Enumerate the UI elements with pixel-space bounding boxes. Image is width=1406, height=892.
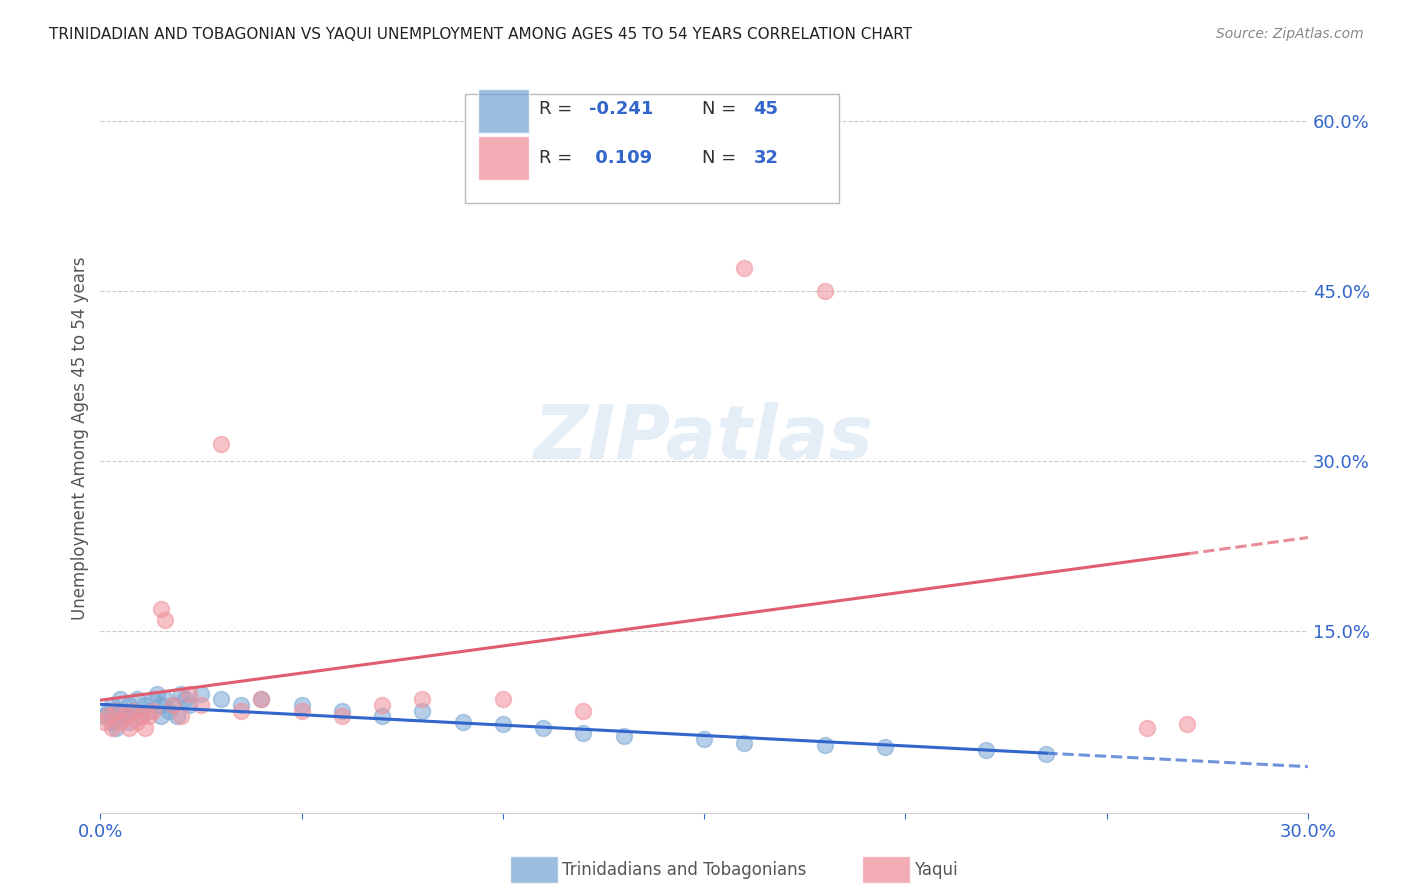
Point xyxy=(125,692,148,706)
Point xyxy=(371,709,394,723)
Point xyxy=(97,709,120,723)
Point xyxy=(209,437,232,451)
Point xyxy=(101,721,124,735)
Text: 32: 32 xyxy=(754,149,779,167)
Point xyxy=(166,709,188,723)
Point xyxy=(117,721,139,735)
Point xyxy=(173,692,195,706)
Point xyxy=(814,738,837,752)
Point xyxy=(134,721,156,735)
Point xyxy=(138,704,160,718)
Point xyxy=(162,698,184,712)
Point xyxy=(613,729,636,743)
Point xyxy=(572,704,595,718)
Text: Source: ZipAtlas.com: Source: ZipAtlas.com xyxy=(1216,27,1364,41)
Point xyxy=(129,709,152,723)
Point xyxy=(814,284,837,298)
Point xyxy=(138,709,160,723)
Point xyxy=(134,698,156,712)
Point xyxy=(330,704,353,718)
Point xyxy=(142,692,165,706)
Point xyxy=(170,687,193,701)
Text: R =: R = xyxy=(538,149,578,167)
Point xyxy=(1175,717,1198,731)
Point xyxy=(1035,747,1057,761)
Point xyxy=(330,709,353,723)
Point xyxy=(190,698,212,712)
Point xyxy=(492,692,515,706)
Text: 0.109: 0.109 xyxy=(589,149,652,167)
Point xyxy=(114,709,136,723)
Text: Yaqui: Yaqui xyxy=(914,861,957,879)
Point xyxy=(1136,721,1159,735)
Text: TRINIDADIAN AND TOBAGONIAN VS YAQUI UNEMPLOYMENT AMONG AGES 45 TO 54 YEARS CORRE: TRINIDADIAN AND TOBAGONIAN VS YAQUI UNEM… xyxy=(49,27,912,42)
Point xyxy=(157,704,180,718)
Point xyxy=(93,715,115,730)
FancyBboxPatch shape xyxy=(465,94,839,202)
Point xyxy=(492,717,515,731)
Point xyxy=(411,692,433,706)
Text: Trinidadians and Tobagonians: Trinidadians and Tobagonians xyxy=(562,861,807,879)
FancyBboxPatch shape xyxy=(478,89,529,133)
Point xyxy=(209,692,232,706)
Text: ZIPatlas: ZIPatlas xyxy=(534,402,875,475)
Point xyxy=(101,698,124,712)
Point xyxy=(110,715,132,730)
Y-axis label: Unemployment Among Ages 45 to 54 years: Unemployment Among Ages 45 to 54 years xyxy=(72,257,89,620)
Point xyxy=(733,261,755,276)
Point xyxy=(875,740,897,755)
Point xyxy=(101,715,124,730)
Point xyxy=(93,709,115,723)
Point xyxy=(411,704,433,718)
Point xyxy=(170,709,193,723)
Text: N =: N = xyxy=(702,149,742,167)
Point xyxy=(291,698,314,712)
Point xyxy=(121,704,143,718)
Point xyxy=(162,698,184,712)
Point xyxy=(110,704,132,718)
Point xyxy=(149,709,172,723)
Text: -0.241: -0.241 xyxy=(589,100,654,118)
Point xyxy=(190,687,212,701)
Point xyxy=(114,709,136,723)
Point xyxy=(451,715,474,730)
Text: R =: R = xyxy=(538,100,578,118)
Point xyxy=(117,698,139,712)
Point xyxy=(693,732,716,747)
Point xyxy=(142,704,165,718)
Point xyxy=(531,721,554,735)
Point xyxy=(572,726,595,740)
Point xyxy=(231,698,253,712)
Point xyxy=(97,704,120,718)
Text: 45: 45 xyxy=(754,100,779,118)
Point xyxy=(974,743,997,757)
Point xyxy=(129,709,152,723)
Point xyxy=(250,692,273,706)
Point xyxy=(145,687,167,701)
Point xyxy=(177,698,200,712)
Point xyxy=(153,613,176,627)
FancyBboxPatch shape xyxy=(478,136,529,180)
Text: N =: N = xyxy=(702,100,742,118)
Point xyxy=(105,704,128,718)
Point xyxy=(177,687,200,701)
Point xyxy=(110,692,132,706)
Point xyxy=(105,721,128,735)
Point xyxy=(153,692,176,706)
Point xyxy=(121,704,143,718)
Point xyxy=(117,715,139,730)
Point xyxy=(149,698,172,712)
Point xyxy=(231,704,253,718)
Point xyxy=(250,692,273,706)
Point xyxy=(371,698,394,712)
Point xyxy=(733,735,755,749)
Point xyxy=(291,704,314,718)
Point xyxy=(149,601,172,615)
Point xyxy=(125,715,148,730)
